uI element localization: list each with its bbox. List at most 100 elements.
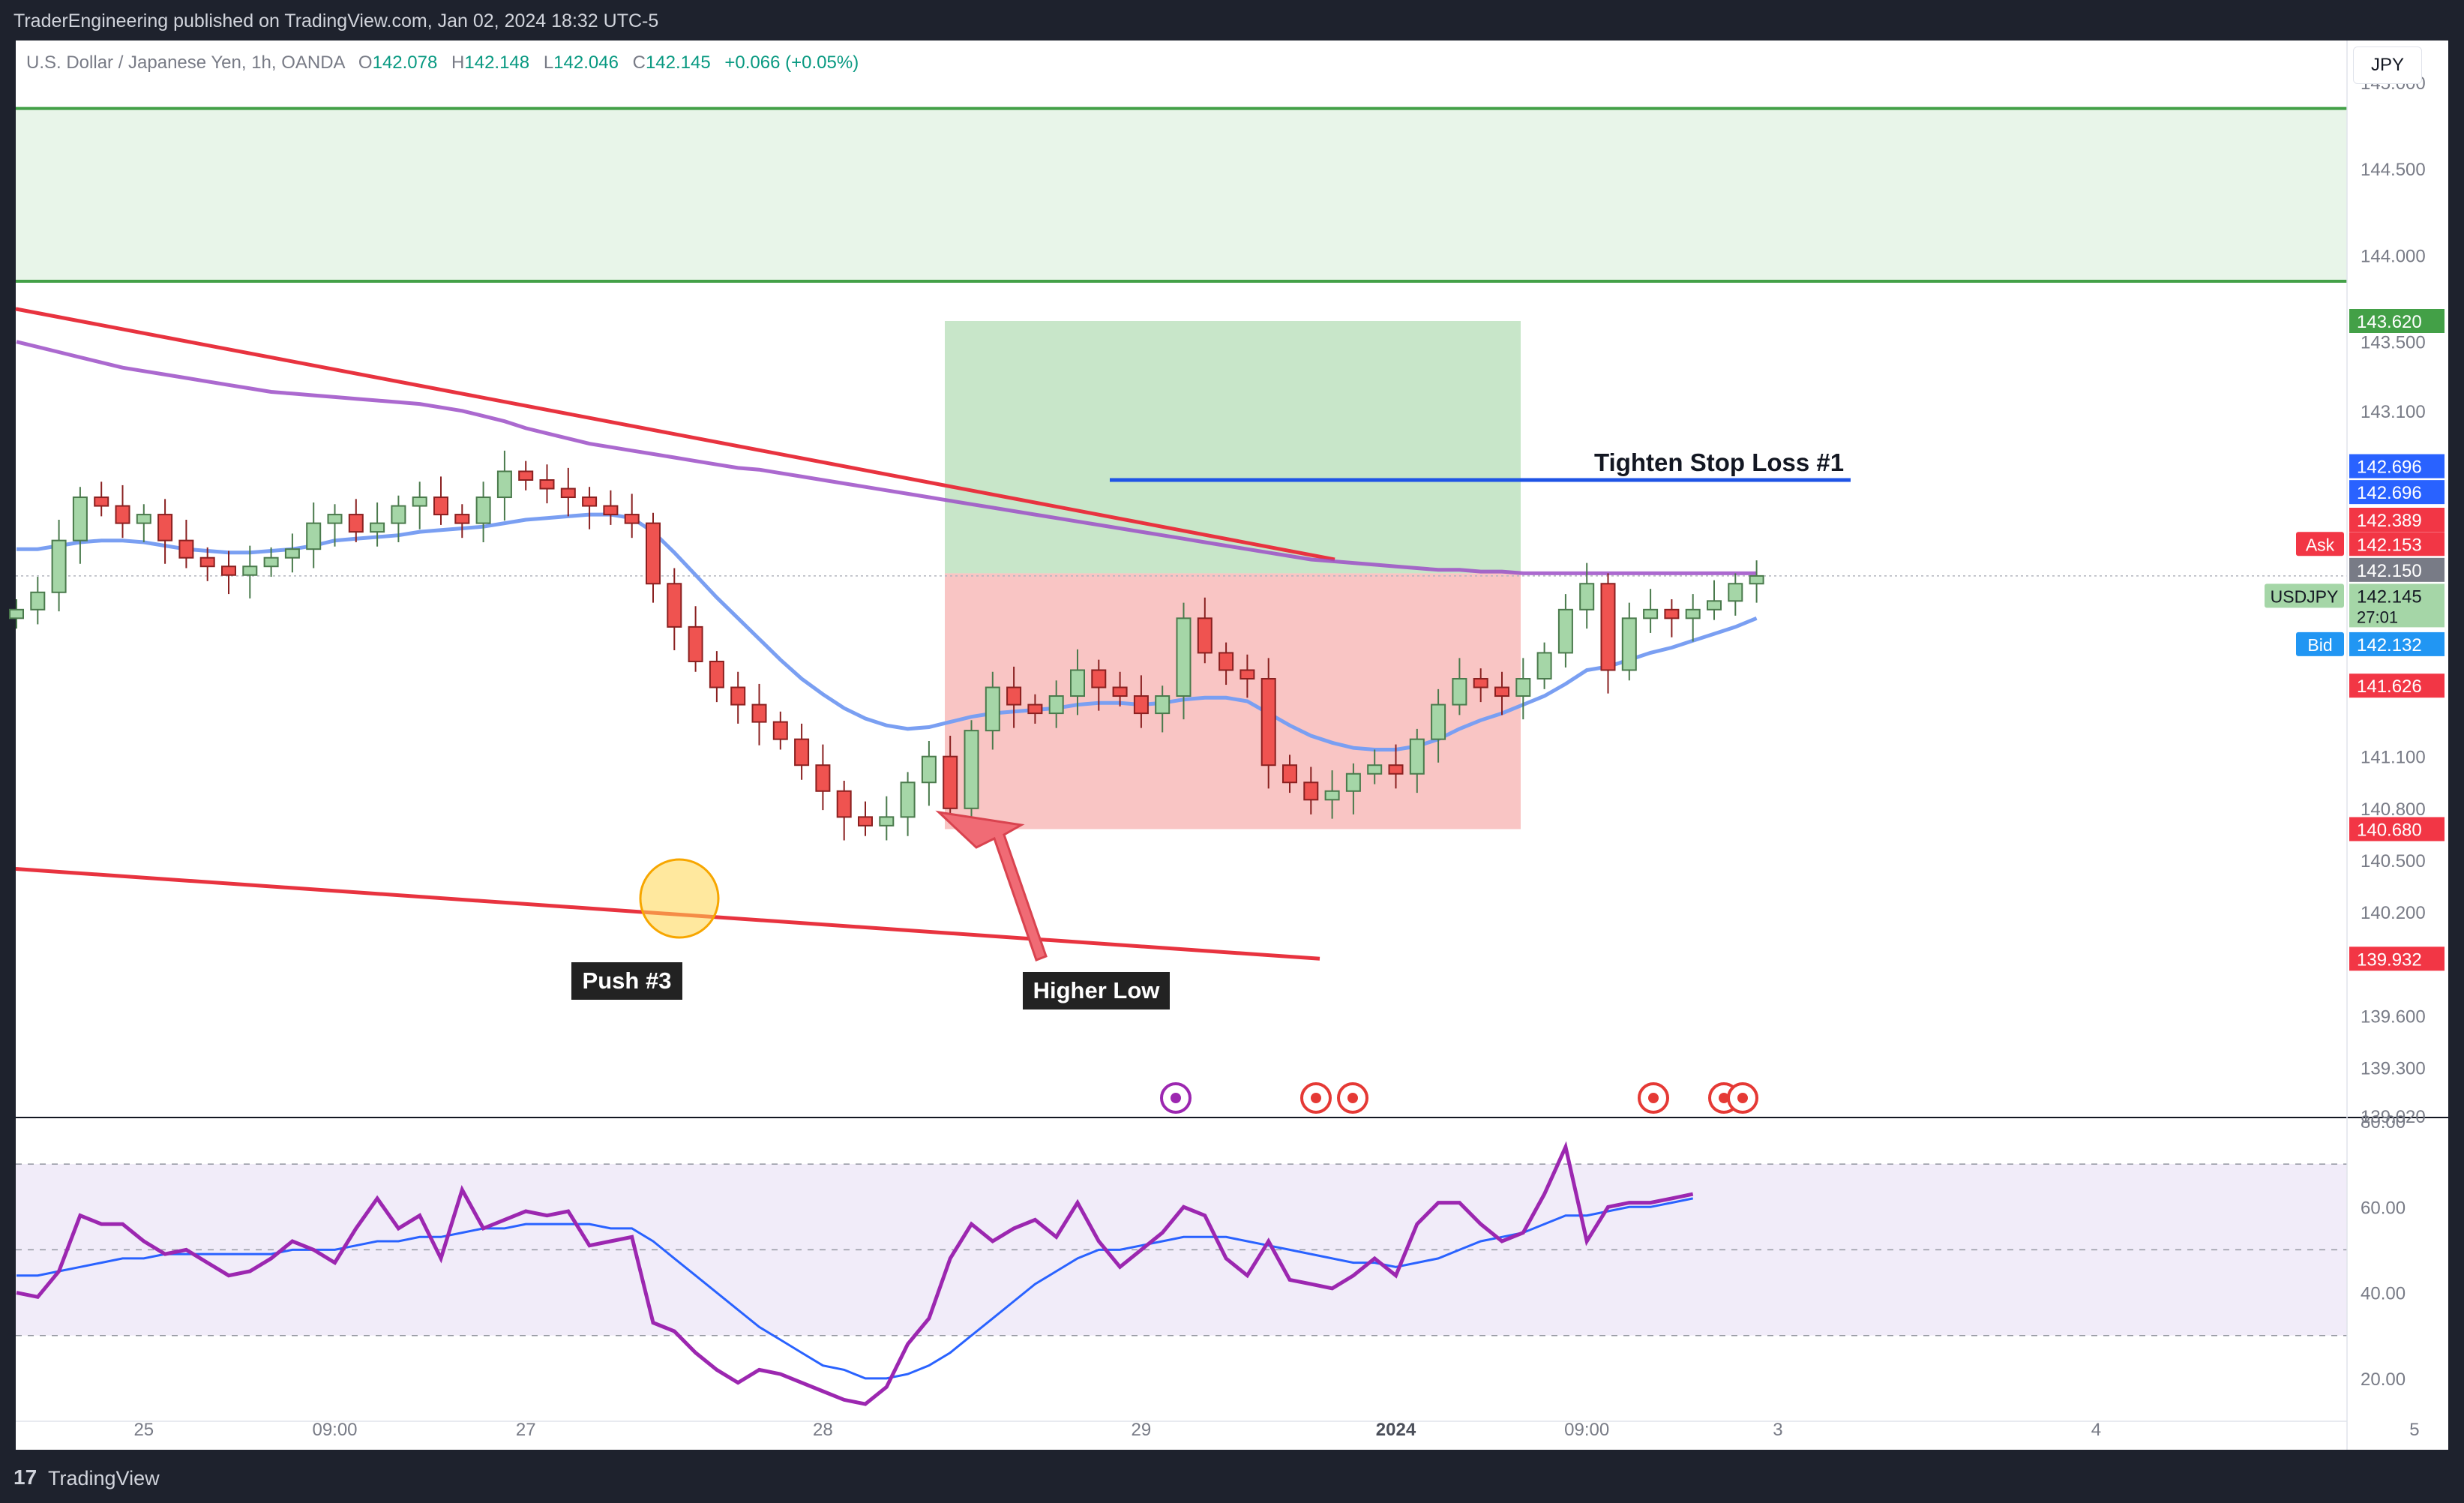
candle-body	[964, 730, 979, 809]
rsi-ma-line	[16, 1197, 1693, 1380]
event-marker-icon	[1727, 1082, 1758, 1114]
candle-body	[1155, 695, 1171, 715]
stop-loss-annotation: Tighten Stop Loss #1	[1594, 448, 1844, 476]
rsi-tick-label: 20.00	[2361, 1370, 2406, 1390]
candle	[1367, 749, 1383, 784]
price-label: 141.626	[2349, 674, 2445, 698]
candle	[1664, 599, 1680, 638]
candle	[751, 683, 767, 746]
tradingview-logo-icon: 17	[13, 1466, 37, 1489]
stop-zone	[945, 573, 1521, 830]
candle	[518, 460, 534, 490]
event-markers[interactable]	[1160, 1082, 1758, 1114]
low-label: L	[543, 52, 554, 73]
price-axis[interactable]: 145.000144.500144.000143.500143.100141.5…	[2346, 40, 2426, 1450]
candle	[1600, 573, 1616, 694]
candle-body	[1282, 764, 1297, 784]
candle	[879, 796, 895, 841]
candle	[815, 744, 831, 811]
candle-body	[582, 496, 598, 507]
candle-body	[1557, 608, 1573, 654]
candle-body	[603, 505, 619, 516]
candle	[136, 504, 151, 542]
candle-body	[1345, 772, 1361, 792]
candle-body	[1260, 678, 1276, 766]
price-label: 139.932	[2349, 946, 2445, 971]
price-tick-label: 143.500	[2361, 333, 2426, 353]
candle	[475, 482, 491, 542]
candle-body	[1494, 686, 1509, 698]
candle-body	[1133, 695, 1149, 715]
candle-body	[879, 816, 895, 826]
candle	[1494, 671, 1509, 716]
high-value: 142.148	[464, 52, 530, 73]
time-tick-label: 4	[2091, 1420, 2101, 1440]
candle-body	[1367, 764, 1383, 775]
price-tick-label: 139.600	[2361, 1006, 2426, 1027]
candle-body	[709, 660, 724, 688]
candle-body	[1048, 695, 1064, 715]
time-tick-label: 25	[133, 1420, 154, 1440]
event-marker-dot	[1737, 1093, 1748, 1103]
upper-trendline	[15, 307, 1335, 562]
candle	[370, 502, 385, 547]
candle-body	[178, 539, 194, 559]
candle-body	[1388, 764, 1404, 775]
candle	[284, 533, 300, 573]
candle	[1473, 668, 1488, 703]
candle	[1557, 594, 1573, 668]
time-tick-label: 3	[1773, 1420, 1782, 1440]
footer-bar: 17 TradingView	[0, 1455, 2464, 1503]
candle-body	[900, 782, 916, 818]
price-label-box	[2349, 309, 2445, 333]
rsi-tick-label: 60.00	[2361, 1198, 2406, 1218]
event-marker-dot	[1719, 1093, 1729, 1103]
event-marker-icon	[1300, 1082, 1332, 1114]
candle-body	[1006, 686, 1022, 706]
candle-body	[94, 496, 109, 507]
price-tick-label: 139.020	[2361, 1107, 2426, 1127]
price-label-box	[2349, 508, 2445, 532]
candle-body	[51, 539, 67, 593]
rsi-pane	[16, 1141, 2347, 1406]
candle-body	[1664, 608, 1680, 620]
price-tag-text: Ask	[2306, 535, 2335, 554]
candle-body	[9, 608, 24, 620]
candle	[1176, 602, 1192, 720]
candle	[9, 599, 24, 629]
candle	[772, 711, 788, 750]
price-tick-label: 143.100	[2361, 402, 2426, 422]
candle	[921, 740, 937, 806]
candle	[900, 772, 916, 836]
candle	[1643, 589, 1659, 633]
candle-body	[1176, 617, 1192, 698]
candle-body	[306, 522, 322, 550]
time-tick-label: 09:00	[1564, 1420, 1609, 1440]
candle	[1707, 580, 1722, 620]
symbol-name: U.S. Dollar / Japanese Yen, 1h, OANDA	[26, 52, 345, 73]
price-tag-text: Bid	[2307, 635, 2332, 655]
candle-body	[1728, 583, 1743, 602]
candle	[412, 482, 427, 530]
annotations: Push #3 Higher Low Tighten Stop Loss #1	[571, 448, 1844, 1010]
push-label-box	[571, 962, 682, 1000]
candle	[985, 671, 1000, 750]
candles	[9, 450, 1764, 841]
candle	[94, 482, 109, 517]
price-label: 140.680	[2349, 817, 2445, 842]
candle	[496, 450, 512, 521]
price-label-text: 142.389	[2357, 511, 2422, 531]
open-value: 142.078	[372, 52, 438, 73]
candle	[688, 606, 703, 672]
candle	[306, 502, 322, 568]
candle-body	[370, 522, 385, 533]
price-label-text: 141.626	[2357, 676, 2422, 697]
currency-selector[interactable]: JPY	[2353, 46, 2422, 84]
candle-body	[858, 816, 873, 826]
price-tag-box	[2265, 584, 2344, 608]
price-label: 142.132 Bid	[2296, 632, 2445, 656]
candle-body	[1409, 738, 1425, 775]
